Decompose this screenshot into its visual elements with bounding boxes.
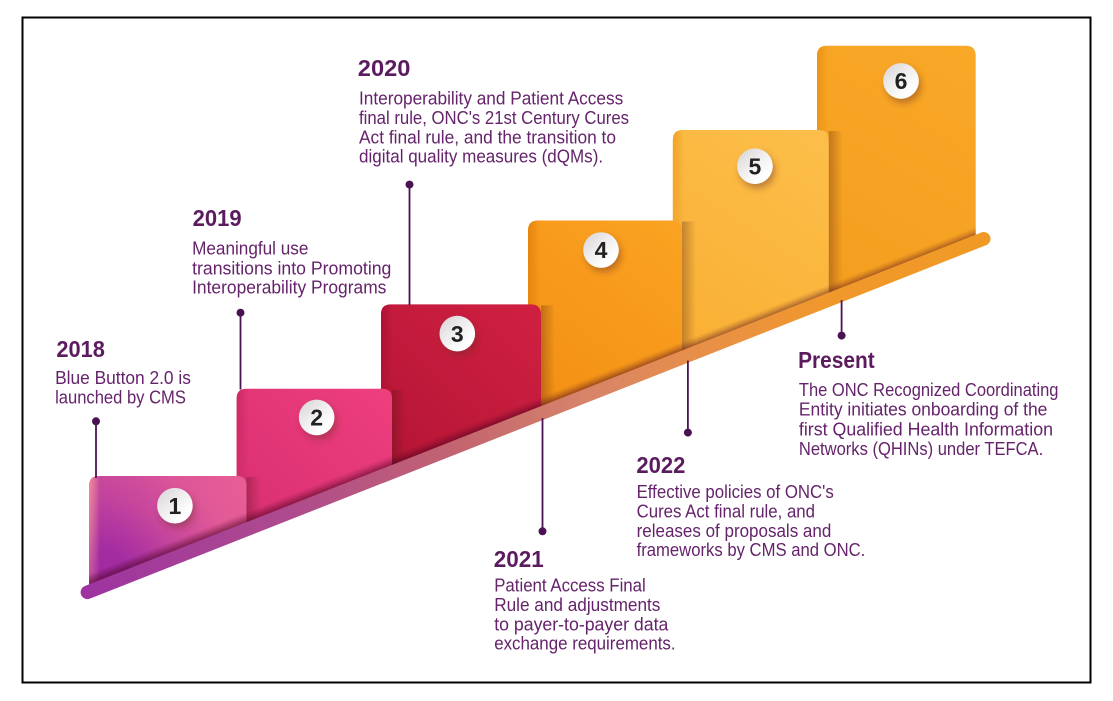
- svg-text:first Qualified Health Informa: first Qualified Health Information: [799, 419, 1053, 440]
- svg-text:Meaningful use: Meaningful use: [192, 237, 308, 258]
- svg-text:Present: Present: [798, 347, 875, 373]
- svg-text:Effective policies of ONC's: Effective policies of ONC's: [637, 481, 834, 502]
- svg-text:transitions into Promoting: transitions into Promoting: [192, 258, 391, 279]
- svg-text:launched by CMS: launched by CMS: [55, 386, 186, 407]
- svg-text:2020: 2020: [358, 55, 411, 81]
- svg-text:5: 5: [749, 153, 762, 179]
- svg-text:Interoperability Programs: Interoperability Programs: [192, 276, 386, 297]
- svg-text:frameworks by CMS and ONC.: frameworks by CMS and ONC.: [637, 539, 866, 560]
- svg-text:Interoperability and Patient A: Interoperability and Patient Access: [359, 88, 623, 109]
- svg-text:Act final rule, and the transi: Act final rule, and the transition to: [359, 126, 616, 147]
- svg-text:Patient Access Final: Patient Access Final: [494, 575, 646, 596]
- svg-text:final rule, ONC's 21st Century: final rule, ONC's 21st Century Cures: [359, 107, 629, 128]
- svg-text:Rule and adjustments: Rule and adjustments: [494, 594, 660, 615]
- svg-text:3: 3: [451, 321, 464, 347]
- svg-text:Blue Button 2.0 is: Blue Button 2.0 is: [55, 367, 191, 388]
- svg-text:to payer-to-payer data: to payer-to-payer data: [494, 613, 669, 634]
- svg-text:2022: 2022: [636, 452, 685, 478]
- svg-text:2019: 2019: [193, 205, 242, 231]
- svg-text:Entity initiates onboarding of: Entity initiates onboarding of the: [799, 399, 1048, 420]
- svg-text:6: 6: [895, 68, 908, 94]
- svg-text:Cures Act final rule, and: Cures Act final rule, and: [637, 500, 815, 521]
- svg-text:releases of proposals and: releases of proposals and: [637, 520, 832, 541]
- svg-text:2: 2: [310, 405, 323, 431]
- svg-text:1: 1: [169, 493, 182, 519]
- svg-text:exchange requirements.: exchange requirements.: [494, 633, 675, 654]
- svg-text:digital quality measures (dQMs: digital quality measures (dQMs).: [359, 146, 603, 167]
- svg-text:Networks (QHINs) under TEFCA.: Networks (QHINs) under TEFCA.: [799, 438, 1043, 459]
- svg-text:2018: 2018: [56, 336, 105, 362]
- svg-text:The ONC Recognized Coordinatin: The ONC Recognized Coordinating: [799, 379, 1059, 400]
- svg-text:2021: 2021: [494, 546, 544, 572]
- svg-text:4: 4: [595, 237, 608, 263]
